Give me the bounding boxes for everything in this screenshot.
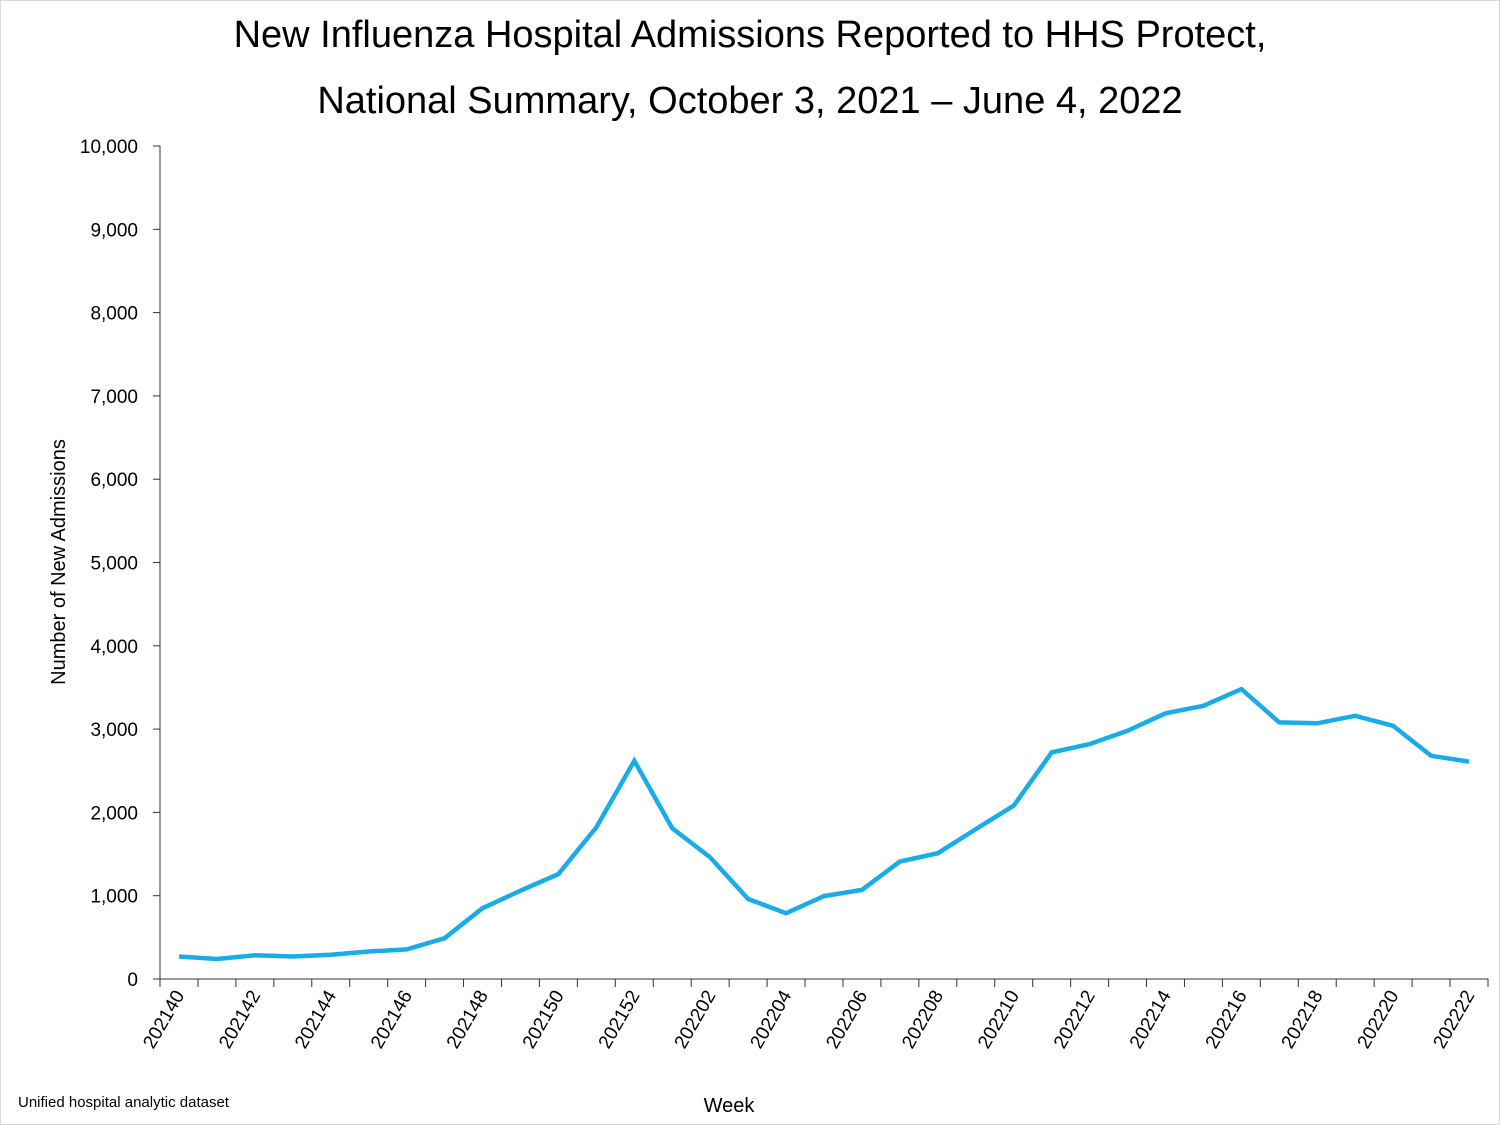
x-tick-label: 202152 bbox=[595, 987, 645, 1052]
chart-title: New Influenza Hospital Admissions Report… bbox=[233, 14, 1267, 56]
x-axis-title: Week bbox=[704, 1095, 756, 1117]
x-axis: 202140 202142 202144 202146 202148 202150 2021… bbox=[139, 978, 1489, 1053]
x-tick-label: 202150 bbox=[519, 987, 569, 1052]
chart-subtitle: National Summary, October 3, 2021 – June… bbox=[317, 80, 1183, 122]
y-tick-label: 5,000 bbox=[90, 554, 138, 575]
y-tick-label: 2,000 bbox=[90, 803, 138, 824]
x-tick-label: 202204 bbox=[746, 987, 796, 1053]
x-tick-label: 202212 bbox=[1050, 987, 1100, 1052]
x-tick-label: 202220 bbox=[1354, 987, 1404, 1052]
y-tick-label: 8,000 bbox=[90, 304, 138, 325]
y-tick-label: 9,000 bbox=[90, 220, 138, 241]
y-tick-label: 7,000 bbox=[90, 387, 138, 408]
x-tick-label: 202206 bbox=[822, 987, 872, 1052]
x-tick-label: 202148 bbox=[443, 987, 493, 1052]
x-tick-label: 202142 bbox=[215, 987, 265, 1052]
x-tick-label: 202202 bbox=[671, 987, 721, 1052]
x-tick-label: 202216 bbox=[1202, 987, 1252, 1052]
y-axis-title: Number of New Admissions bbox=[48, 439, 70, 685]
x-tick-label: 202208 bbox=[898, 987, 948, 1052]
y-tick-label: 10,000 bbox=[80, 137, 138, 158]
y-tick-label: 0 bbox=[127, 970, 138, 991]
x-tick-label: 202210 bbox=[974, 987, 1024, 1052]
x-tick-label: 202218 bbox=[1278, 987, 1328, 1052]
x-tick-label: 202146 bbox=[367, 987, 417, 1052]
y-tick-label: 4,000 bbox=[90, 637, 138, 658]
y-tick-label: 1,000 bbox=[90, 887, 138, 908]
series bbox=[178, 686, 1470, 962]
x-tick-label: 202222 bbox=[1429, 987, 1479, 1052]
y-tick-label: 3,000 bbox=[90, 720, 138, 741]
x-tick-label: 202140 bbox=[139, 987, 189, 1052]
y-tick-label: 6,000 bbox=[90, 470, 138, 491]
y-axis: 0 1,000 2,000 3,000 4,000 5,000 6,000 7,000 8,00… bbox=[80, 137, 161, 991]
series-line bbox=[178, 686, 1470, 962]
x-tick-label: 202214 bbox=[1126, 987, 1176, 1053]
x-tick-label: 202144 bbox=[291, 987, 341, 1053]
source-note: Unified hospital analytic dataset bbox=[18, 1094, 229, 1111]
